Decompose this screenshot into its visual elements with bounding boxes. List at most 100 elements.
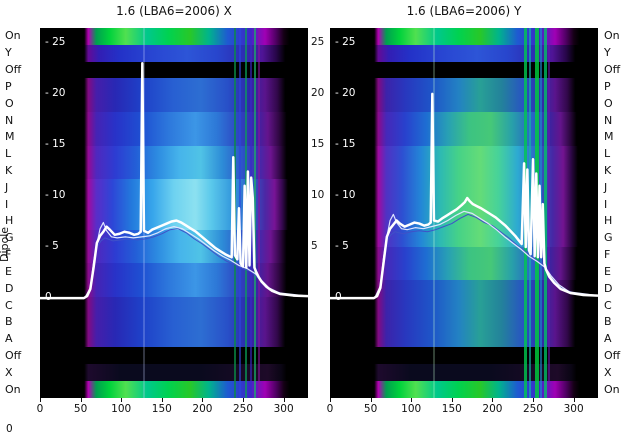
dipole-row-label-left: D (5, 281, 14, 295)
x-tick-mark (451, 398, 453, 402)
heatmap-row (40, 61, 308, 79)
dipole-row-label-left: On (5, 382, 21, 396)
heatmap-row (330, 44, 598, 62)
gap-value-tick: 5 (311, 240, 318, 253)
heatmap-panel-y: - 25 - 20 - 15 - 10 - 5 0 (330, 28, 598, 398)
x-tick-mark (202, 398, 204, 402)
inner-value-tick: 0 (335, 291, 342, 304)
x-tick-mark (283, 398, 285, 402)
x-tick-label: 200 (482, 403, 503, 415)
heatmap-row (330, 381, 598, 398)
dipole-row-label-right: O (604, 96, 613, 110)
heatmap-row (330, 347, 598, 365)
x-tick-label: 50 (363, 403, 378, 415)
dipole-row-label-right: H (604, 214, 613, 228)
inner-value-tick: - 10 (45, 188, 66, 201)
dipole-row-label-left: M (5, 130, 15, 144)
x-tick-mark (40, 398, 41, 402)
x-tick-mark (80, 398, 82, 402)
dipole-row-label-right: On (604, 29, 620, 43)
x-tick-mark (243, 398, 245, 402)
inner-value-tick: - 10 (335, 188, 356, 201)
inner-value-tick: - 15 (45, 137, 66, 150)
dipole-row-label-left: E (5, 264, 12, 278)
heatmap-row (40, 313, 308, 331)
dipole-row-label-left: B (5, 315, 13, 329)
heatmap-row (40, 280, 308, 297)
x-tick-label: 300 (273, 403, 294, 415)
left-panel-title: 1.6 (LBA6=2006) X (116, 4, 232, 18)
x-tick-label: 100 (401, 403, 422, 415)
gap-value-tick: 25 (311, 35, 325, 48)
rfi-stripe (528, 28, 531, 398)
dipole-row-label-left: L (5, 147, 12, 161)
heatmap-row (40, 347, 308, 365)
x-tick-label: 50 (73, 403, 88, 415)
x-tick-label: 300 (563, 403, 584, 415)
gap-value-tick: 15 (311, 137, 325, 150)
profile-curve-main (330, 94, 598, 298)
rfi-stripe (257, 28, 260, 398)
profile-curve-main (40, 63, 308, 298)
heatmap-row (40, 145, 308, 163)
rfi-stripe (548, 28, 551, 398)
heatmap-row (330, 78, 598, 96)
dipole-row-label-left: K (5, 163, 13, 177)
x-tick-label: 0 (326, 403, 334, 415)
heatmap-row (40, 364, 308, 382)
profile-curve-aux-light (330, 211, 598, 298)
heatmap-row (330, 145, 598, 163)
x-tick-mark (411, 398, 413, 402)
heatmap-row (40, 330, 308, 348)
dipole-row-label-left: O (5, 96, 14, 110)
right-panel-title: 1.6 (LBA6=2006) Y (406, 4, 522, 18)
dipole-row-label-right: P (604, 79, 611, 93)
dipole-row-label-left: Y (5, 46, 12, 60)
inner-value-tick: - 5 (335, 240, 349, 253)
dipole-row-label-left: J (5, 180, 9, 194)
dipole-row-label-right: K (604, 163, 612, 177)
inner-value-tick: - 5 (45, 240, 59, 253)
dipole-row-label-right: C (604, 298, 612, 312)
dipole-row-label-left: A (5, 332, 13, 346)
dipole-row-label-right: G (604, 231, 613, 245)
corner-zero-label: 0 (6, 423, 13, 435)
dipole-row-label-right: L (604, 147, 611, 161)
heatmap-row (40, 78, 308, 96)
dipole-row-label-right: N (604, 113, 613, 127)
heatmap-row (330, 162, 598, 180)
dipole-row-label-right: J (604, 180, 608, 194)
profile-curve-aux-dark (40, 229, 308, 298)
dipole-row-label-left: I (5, 197, 9, 211)
x-tick-mark (573, 398, 575, 402)
heatmap-panel-x: - 25 - 20 - 15 - 10 - 5 0 (40, 28, 308, 398)
dipole-row-label-left: H (5, 214, 14, 228)
dipole-row-label-right: F (604, 248, 611, 262)
heatmap-row (40, 381, 308, 398)
inner-value-tick: 0 (45, 291, 52, 304)
profile-curve-aux-light (40, 223, 308, 299)
heatmap-row (330, 61, 598, 79)
heatmap-row (330, 313, 598, 331)
heatmap-row (40, 297, 308, 314)
heatmap-row (330, 364, 598, 382)
heatmap-row (40, 44, 308, 62)
x-tick-mark (330, 398, 331, 402)
dipole-row-label-right: On (604, 382, 620, 396)
dipole-row-label-left: P (5, 79, 12, 93)
dipole-row-label-right: I (604, 197, 608, 211)
heatmap-rows (40, 28, 308, 398)
x-tick-mark (161, 398, 163, 402)
x-tick-label: 150 (151, 403, 172, 415)
x-tick-mark (370, 398, 372, 402)
rfi-stripe (543, 28, 547, 398)
dipole-row-label-right: X (604, 365, 612, 379)
heatmap-row (330, 297, 598, 314)
x-tick-label: 250 (232, 403, 254, 415)
dipole-row-label-right: Y (604, 46, 611, 60)
dipole-row-label-right: M (604, 130, 614, 144)
heatmap-row (40, 28, 308, 45)
x-tick-label: 250 (522, 403, 544, 415)
overlay-curves (330, 28, 598, 398)
heatmap-row (330, 263, 598, 281)
